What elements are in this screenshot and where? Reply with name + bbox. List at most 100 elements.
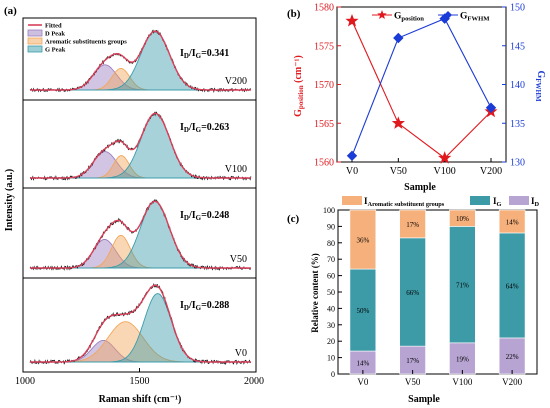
ratio-label-V0-part-1: D (184, 304, 189, 312)
panel-a: (a) Intensity (a.u.) ID/IG=0.341V200ID/I… (4, 5, 264, 405)
legend-label-3: G Peak (45, 47, 66, 54)
ratio-label-V200-part-0: I (180, 48, 184, 59)
panel-b-point-g-fwhm-V50 (393, 32, 404, 44)
panel-a-xlabel: Raman shift (cm⁻¹) (99, 394, 182, 405)
panel-b-ylabel-left-part-2: (cm⁻¹) (293, 55, 304, 85)
panel-b-ylabel-right-part-0: G (535, 70, 546, 78)
panel-b-ytick-left-label-1580: 1580 (314, 3, 334, 14)
panel-c-ytick-label-20: 20 (327, 337, 335, 346)
panel-c-bar-ID-V50 (399, 345, 426, 375)
fitted-curve-V50 (30, 200, 251, 269)
panel-b-ytick-right-label-150: 150 (510, 3, 525, 14)
sample-label-V200: V200 (225, 76, 247, 87)
panel-c-legend-label-aromatic-part-0: I (364, 196, 368, 206)
panel-c-bar-label-IG-V200: 64% (506, 282, 519, 290)
panel-b-xtick-label-V0: V0 (346, 166, 358, 177)
panel-c: (c) Relative content (%) 0 10 20 30 40 50 60 70… (287, 196, 540, 405)
panel-c-legend-label-aromatic: IAromatic substituent groups (364, 196, 445, 208)
fitted-curve-V100 (30, 112, 251, 179)
sample-label-V0: V0 (235, 348, 247, 359)
panel-c-ytick-label-50: 50 (327, 288, 335, 297)
panel-c-legend-label-ig-part-0: I (493, 196, 497, 206)
ratio-label-V50-part-2: /I (188, 210, 196, 221)
panel-c-bar-label-ID-V100: 19% (456, 355, 469, 363)
panel-b-ytick-left-label-1560: 1560 (314, 158, 334, 169)
panel-b-ylabel-right: GFWHM (534, 70, 546, 102)
legend-label-2: Aromatic substituents groups (45, 39, 127, 46)
panel-b-ytick-left-label-1565: 1565 (314, 119, 334, 130)
ratio-label-V100: ID/IG=0.263 (180, 122, 229, 134)
sample-label-V50: V50 (230, 254, 247, 265)
panel-c-bar-label-IAromatic-V200: 14% (506, 218, 519, 226)
panel-b-point-g-fwhm-V0 (346, 150, 358, 162)
panel-c-xtick-label-V100: V100 (452, 377, 472, 387)
panel-c-ytick-label-80: 80 (327, 239, 335, 248)
panel-a-xtick-label-2000: 2000 (244, 376, 264, 387)
ratio-label-V200-part-4: =0.341 (201, 48, 229, 59)
panel-c-bar-IG-V200 (498, 232, 526, 339)
ratio-label-V100-part-3: G (196, 126, 202, 134)
panel-c-bar-label-IG-V50: 66% (406, 289, 419, 297)
panel-b-ytick-right-label-135: 135 (510, 119, 525, 130)
panel-c-ytick-label-100: 100 (323, 206, 335, 215)
panel-c-bar-label-IG-V0: 50% (356, 307, 369, 315)
ratio-label-V50-part-0: I (180, 210, 184, 221)
ratio-label-V50: ID/IG=0.248 (180, 210, 229, 222)
ratio-label-V50-part-3: G (196, 214, 202, 222)
panel-b-xtick-label-V50: V50 (390, 166, 407, 177)
panel-c-label: (c) (287, 213, 300, 225)
ratio-label-V100-part-4: =0.263 (201, 122, 229, 133)
panel-c-bar-label-ID-V200: 22% (506, 353, 519, 361)
panel-c-plot: 0 10 20 30 40 50 60 70 80 90 100 14% 50% 36% V0 17% 66% 1… (323, 196, 540, 387)
panel-c-ytick-label-40: 40 (327, 304, 335, 313)
panel-c-bar-label-ID-V0: 14% (356, 360, 369, 368)
panel-b-ytick-left-label-1570: 1570 (314, 80, 334, 91)
ratio-label-V0-part-0: I (180, 300, 184, 311)
panel-a-ylabel: Intensity (a.u.) (4, 169, 15, 232)
panel-c-bar-label-IAromatic-V50: 17% (406, 221, 419, 229)
sample-label-V100: V100 (225, 164, 247, 175)
ratio-label-V200: ID/IG=0.341 (180, 48, 229, 60)
ratio-label-V0: ID/IG=0.288 (180, 300, 229, 312)
panel-c-legend-label-ig-part-1: G (497, 201, 502, 208)
panel-c-bar-ID-V200 (498, 337, 526, 375)
panel-c-legend-label-aromatic-part-1: Aromatic substituent groups (368, 201, 445, 208)
panel-b-xtick-label-V200: V200 (480, 166, 502, 177)
panel-b: (b) 1560 1565 1570 1575 1580 130 135 140 145 150 V… (287, 3, 546, 194)
ratio-label-V200-part-3: G (196, 52, 202, 60)
panel-c-bar-ID-V100 (449, 342, 476, 375)
panel-b-ytick-right-label-140: 140 (510, 80, 525, 91)
panel-c-bar-IG-V50 (399, 237, 426, 347)
panel-b-point-g-fwhm-V200 (485, 102, 497, 113)
panel-c-bar-label-ID-V50: 17% (406, 357, 419, 365)
panel-b-legend-label-2-part-0: G (460, 12, 468, 22)
legend-swatch-1 (27, 29, 43, 37)
panel-c-bar-IAromatic-V100 (449, 209, 476, 227)
panel-b-ytick-right-label-130: 130 (510, 158, 525, 169)
panel-b-legend-marker-2 (444, 11, 452, 19)
panel-b-ylabel-left: Gposition (cm⁻¹) (293, 55, 305, 117)
ratio-label-V200-part-1: D (184, 52, 189, 60)
panel-c-bar-label-IAromatic-V100: 10% (456, 215, 469, 223)
panel-c-bar-IAromatic-V200 (498, 209, 526, 234)
panel-c-bar-label-IAromatic-V0: 36% (356, 237, 369, 245)
panel-c-legend-label-id-part-1: D (535, 201, 540, 208)
panel-c-ytick-label-0: 0 (331, 370, 335, 379)
fitted-curve-V200 (30, 30, 251, 91)
panel-b-ylabel-left-part-0: G (293, 109, 304, 117)
panel-b-frame (336, 6, 507, 163)
panel-b-label: (b) (287, 8, 301, 20)
ratio-label-V100-part-2: /I (188, 122, 196, 133)
panel-b-legend-label-2: GFWHM (460, 12, 490, 23)
panel-b-xtick-label-V100: V100 (434, 166, 456, 177)
ratio-label-V100-part-0: I (180, 122, 184, 133)
panel-c-legend-swatch-aromatic (342, 196, 362, 205)
panel-b-legend-label-1-part-0: G (394, 12, 402, 22)
panel-c-legend-label-ig: IG (493, 196, 502, 208)
panel-b-line-g-fwhm (351, 17, 492, 157)
g-peak-area-V50 (43, 200, 223, 269)
panel-c-ylabel: Relative content (%) (310, 253, 320, 332)
ratio-label-V0-part-4: =0.288 (201, 300, 229, 311)
panel-b-legend-marker-1 (377, 10, 387, 19)
